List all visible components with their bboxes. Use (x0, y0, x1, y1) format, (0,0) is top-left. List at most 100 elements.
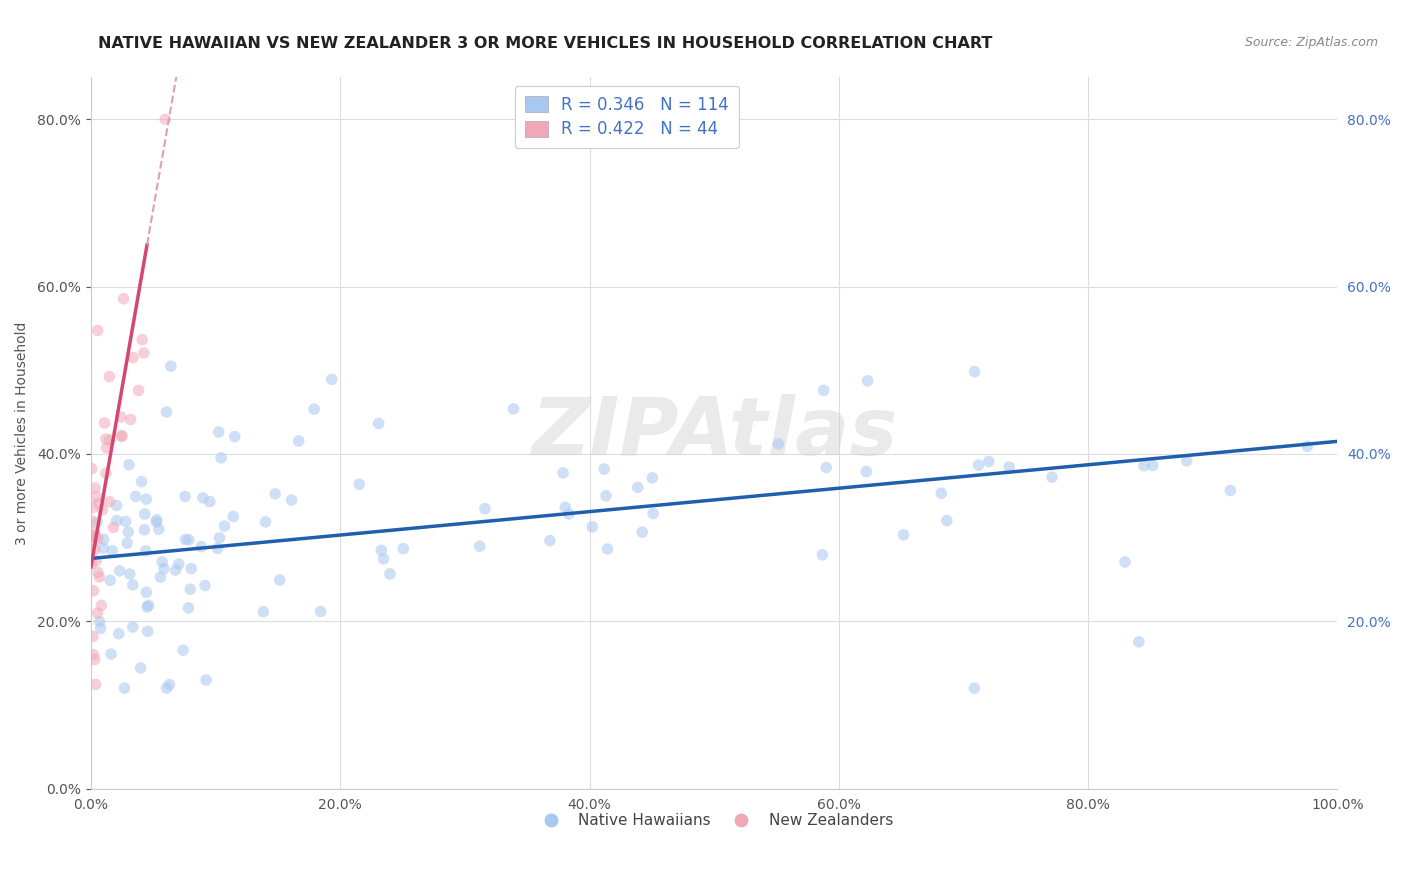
Point (768, 437, 790, 451)
Point (91, 503, 114, 517)
Point (174, 533, 197, 547)
Point (967, 458, 990, 472)
Point (596, 541, 619, 556)
Point (172, 643, 194, 657)
Point (321, 372, 343, 386)
Point (84, 677, 107, 691)
Point (98, 433, 121, 447)
Point (84, 490, 107, 504)
Point (96, 441, 118, 455)
Point (347, 477, 370, 491)
Point (83, 583, 105, 598)
Point (87, 496, 110, 510)
Point (131, 475, 153, 489)
Point (111, 429, 134, 443)
Point (641, 471, 664, 485)
Point (1175, 454, 1198, 468)
Text: NATIVE HAWAIIAN VS NEW ZEALANDER 3 OR MORE VEHICLES IN HOUSEHOLD CORRELATION CHA: NATIVE HAWAIIAN VS NEW ZEALANDER 3 OR MO… (98, 36, 993, 51)
Point (191, 491, 214, 505)
Point (80, 537, 103, 551)
Point (150, 555, 173, 569)
Point (121, 620, 143, 634)
Point (252, 605, 274, 619)
Point (131, 333, 153, 347)
Point (468, 539, 491, 553)
Point (83, 652, 105, 666)
Point (94, 432, 117, 446)
Point (89, 615, 111, 629)
Point (136, 599, 159, 614)
Point (929, 486, 952, 500)
Point (120, 412, 142, 426)
Point (977, 454, 1000, 468)
Point (309, 605, 332, 619)
Point (100, 647, 122, 661)
Point (551, 466, 574, 480)
Point (110, 410, 132, 425)
Point (93, 416, 115, 430)
Point (224, 429, 246, 443)
Point (125, 490, 148, 504)
Legend: Native Hawaiians, New Zealanders: Native Hawaiians, New Zealanders (529, 807, 900, 834)
Point (554, 500, 576, 515)
Point (101, 544, 124, 558)
Point (538, 533, 561, 548)
Point (87, 532, 110, 546)
Point (107, 626, 129, 640)
Point (179, 582, 201, 597)
Point (159, 677, 181, 691)
Point (80, 530, 103, 544)
Point (149, 570, 172, 584)
Point (177, 533, 200, 547)
Point (174, 490, 197, 504)
Point (165, 563, 187, 577)
Point (114, 515, 136, 529)
Point (998, 460, 1021, 475)
Point (84, 554, 107, 568)
Point (121, 578, 143, 592)
Point (392, 541, 415, 556)
Point (856, 374, 879, 388)
Point (855, 465, 877, 479)
Point (105, 514, 128, 528)
Point (214, 519, 236, 533)
Point (80, 557, 103, 571)
Point (302, 402, 325, 417)
Point (83, 542, 105, 557)
Point (87, 566, 110, 580)
Point (112, 292, 135, 306)
Point (115, 536, 138, 550)
Point (98, 494, 121, 508)
Point (935, 514, 957, 528)
Point (117, 524, 139, 539)
Point (207, 541, 229, 556)
Text: Source: ZipAtlas.com: Source: ZipAtlas.com (1244, 36, 1378, 49)
Point (264, 487, 287, 501)
Point (631, 525, 654, 540)
Point (1133, 458, 1156, 473)
Point (370, 543, 392, 558)
Point (963, 365, 986, 379)
Point (813, 384, 835, 398)
Point (83, 524, 105, 539)
Point (287, 434, 309, 448)
Point (198, 494, 221, 508)
Point (148, 522, 170, 536)
Point (135, 544, 157, 558)
Point (269, 573, 291, 587)
Point (581, 520, 603, 534)
Point (627, 480, 650, 494)
Point (474, 501, 496, 516)
Point (1296, 439, 1319, 453)
Point (155, 112, 177, 127)
Point (84, 530, 107, 544)
Point (643, 507, 665, 521)
Point (595, 489, 617, 503)
Point (129, 661, 152, 675)
Point (118, 567, 141, 582)
Point (91, 541, 114, 555)
Point (86, 606, 108, 620)
Point (963, 681, 986, 695)
Point (93, 533, 115, 547)
Point (367, 417, 389, 431)
